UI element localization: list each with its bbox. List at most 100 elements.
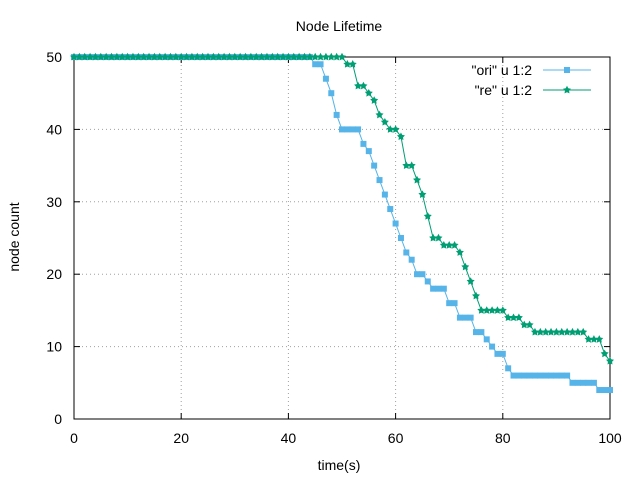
data-point	[316, 52, 325, 61]
data-point	[289, 52, 298, 61]
data-point	[225, 52, 234, 61]
series-line	[74, 56, 611, 362]
data-point	[204, 52, 212, 61]
data-point	[489, 343, 496, 350]
data-point	[381, 191, 388, 198]
data-point	[499, 350, 506, 357]
data-point	[96, 52, 105, 61]
y-tick-label: 30	[46, 194, 62, 210]
data-point	[311, 52, 320, 61]
data-point	[134, 52, 143, 61]
data-point	[606, 356, 614, 365]
x-tick-label: 0	[70, 430, 78, 446]
data-point	[494, 350, 501, 357]
data-point	[548, 372, 555, 379]
data-point	[262, 52, 271, 61]
x-tick-label: 80	[495, 430, 511, 446]
data-point	[595, 335, 604, 343]
data-point	[354, 81, 363, 90]
x-tick-label: 40	[281, 430, 297, 446]
data-point	[166, 52, 175, 61]
data-point	[355, 126, 362, 133]
data-point	[435, 285, 442, 292]
data-point	[414, 271, 421, 278]
data-point	[574, 379, 581, 386]
data-point	[402, 161, 411, 169]
data-point	[317, 61, 324, 68]
legend-swatch-marker	[563, 85, 571, 94]
data-point	[430, 285, 437, 292]
tick-labels: 0 20 40 60 80 100 0 10 20 30 40 50	[46, 49, 621, 446]
data-point	[541, 327, 550, 336]
data-point	[171, 52, 180, 61]
data-point	[520, 320, 529, 329]
data-point	[462, 314, 469, 321]
data-point	[273, 52, 282, 61]
data-point	[145, 52, 154, 61]
data-point	[305, 52, 314, 61]
data-point	[252, 52, 261, 61]
data-point	[371, 162, 378, 169]
series-line	[74, 56, 610, 391]
data-point	[102, 52, 111, 61]
data-point	[510, 372, 517, 379]
data-point	[327, 52, 336, 61]
data-point	[440, 285, 447, 292]
data-point	[118, 52, 127, 61]
data-point	[564, 372, 571, 379]
data-point	[321, 52, 330, 61]
data-point	[279, 52, 288, 61]
data-point	[557, 327, 566, 336]
data-point	[187, 52, 196, 61]
data-point	[344, 126, 351, 133]
data-point	[370, 96, 379, 104]
data-point	[396, 132, 405, 141]
data-point	[521, 372, 528, 379]
data-point	[514, 313, 523, 322]
data-point	[86, 52, 95, 61]
chart-title: Node Lifetime	[296, 18, 383, 34]
data-point	[482, 306, 491, 314]
data-point	[573, 327, 582, 336]
data-point	[531, 372, 538, 379]
data-point	[509, 313, 518, 322]
data-point	[386, 125, 395, 133]
data-point	[413, 175, 422, 184]
data-point	[568, 327, 577, 336]
data-point	[236, 52, 245, 61]
data-point	[328, 90, 335, 97]
data-point	[75, 52, 84, 61]
data-point	[360, 140, 367, 147]
data-point	[339, 126, 345, 133]
data-point	[112, 52, 121, 61]
data-point	[387, 206, 394, 213]
data-point	[558, 372, 565, 379]
data-point	[161, 52, 170, 61]
data-point	[473, 329, 479, 336]
data-point	[295, 52, 304, 61]
y-tick-label: 50	[46, 49, 62, 65]
data-point	[403, 249, 410, 256]
data-point	[312, 61, 319, 68]
data-point	[579, 327, 588, 336]
data-point	[80, 52, 89, 61]
data-point	[241, 52, 250, 61]
series-layer	[70, 52, 614, 394]
data-point	[493, 306, 502, 314]
data-point	[284, 52, 293, 61]
data-point	[155, 52, 164, 61]
data-point	[322, 75, 329, 82]
data-point	[343, 60, 352, 68]
grid	[74, 57, 610, 419]
data-point	[193, 52, 202, 61]
data-point	[375, 110, 384, 119]
data-point	[552, 327, 561, 336]
data-point	[515, 372, 522, 379]
data-point	[451, 300, 458, 307]
data-point	[407, 161, 416, 169]
x-tick-label: 100	[598, 430, 622, 446]
x-tick-label: 20	[173, 430, 189, 446]
data-point	[525, 320, 534, 329]
data-point	[419, 271, 426, 278]
